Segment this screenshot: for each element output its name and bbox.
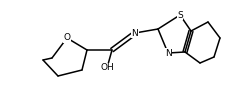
- Text: N: N: [132, 28, 138, 38]
- Text: OH: OH: [100, 64, 114, 73]
- Text: N: N: [165, 48, 171, 58]
- Text: O: O: [63, 33, 70, 43]
- Text: S: S: [177, 11, 183, 19]
